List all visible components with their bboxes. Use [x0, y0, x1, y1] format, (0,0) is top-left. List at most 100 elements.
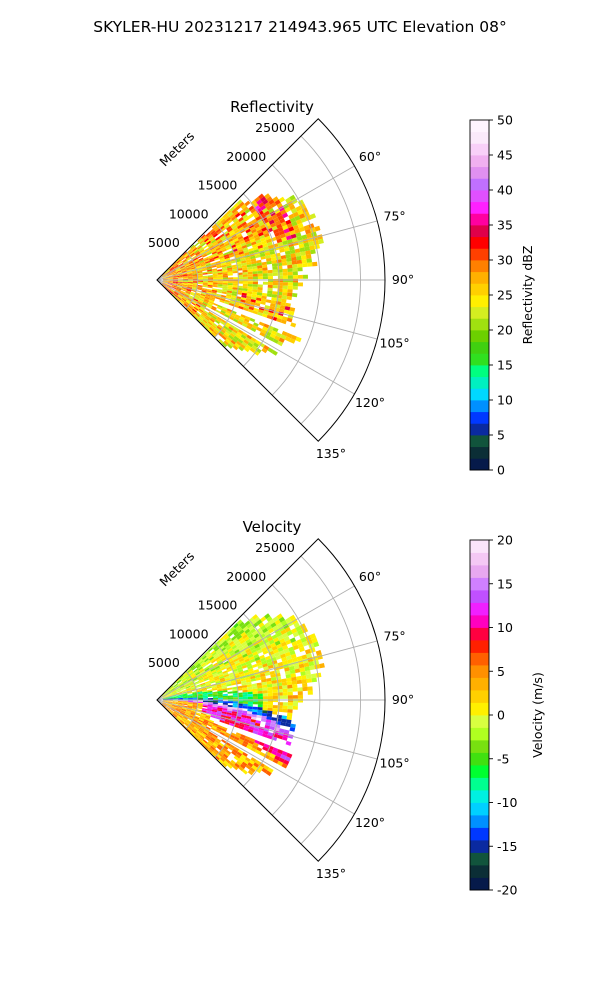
reflectivity-cell [174, 266, 180, 270]
reflectivity-cell [267, 276, 273, 279]
reflectivity-cell [177, 284, 183, 286]
reflectivity-cell [202, 319, 208, 324]
velocity-cell [285, 674, 292, 679]
reflectivity-cell [277, 340, 284, 347]
reflectivity-cell [301, 234, 308, 240]
velocity-cell [197, 702, 203, 705]
reflectivity-cell [261, 295, 267, 300]
velocity-cell [228, 746, 234, 751]
velocity-cell [217, 696, 223, 698]
reflectivity-cell [211, 249, 217, 254]
velocity-cell [255, 720, 261, 724]
reflectivity-cell [192, 281, 198, 283]
velocity-cell [247, 686, 253, 690]
reflectivity-cell [185, 266, 191, 270]
velocity-cell [190, 673, 196, 678]
velocity-cell [222, 726, 228, 731]
velocity-cell [232, 705, 238, 708]
velocity-cell [281, 715, 287, 720]
reflectivity-cell [185, 300, 191, 305]
velocity-cell [273, 648, 279, 654]
velocity-cell [172, 705, 177, 708]
reflectivity-cell [246, 221, 253, 227]
colorbar-segment [470, 702, 489, 716]
reflectivity-cell [165, 270, 171, 274]
reflectivity-cell [181, 268, 187, 272]
reflectivity-cell [179, 263, 184, 267]
velocity-cell [239, 756, 245, 762]
azimuth-tick-label: 105° [380, 756, 410, 771]
velocity-cell [197, 657, 202, 663]
velocity-cell [216, 650, 223, 655]
reflectivity-cell [162, 277, 168, 279]
velocity-cell [162, 702, 168, 705]
velocity-cell [167, 703, 172, 706]
velocity-cell [252, 614, 259, 620]
velocity-cell [212, 742, 218, 748]
reflectivity-cell [201, 290, 207, 293]
reflectivity-cell [192, 275, 198, 277]
velocity-cell [291, 641, 298, 647]
reflectivity-cell [182, 260, 188, 264]
reflectivity-cell [282, 285, 288, 290]
reflectivity-cell [246, 261, 252, 265]
reflectivity-cell [167, 277, 173, 279]
reflectivity-cell [166, 285, 171, 289]
reflectivity-cell [217, 281, 223, 283]
reflectivity-cell [188, 296, 194, 300]
velocity-cell [180, 711, 185, 715]
velocity-cell [177, 704, 183, 706]
reflectivity-cell [232, 235, 238, 241]
velocity-cell [300, 637, 307, 643]
reflectivity-cell [194, 295, 200, 299]
colorbar-tick-label: 5 [497, 428, 505, 443]
reflectivity-cell [212, 276, 218, 278]
velocity-cell [286, 752, 293, 759]
velocity-cell [264, 622, 271, 628]
reflectivity-cell [177, 277, 183, 279]
reflectivity-cell [267, 244, 274, 249]
reflectivity-cell [187, 287, 193, 289]
velocity-cell [240, 734, 246, 739]
velocity-cell [256, 712, 263, 716]
velocity-cell [280, 754, 287, 760]
reflectivity-cell [257, 287, 263, 291]
velocity-cell [190, 730, 196, 735]
velocity-cell [188, 716, 194, 720]
reflectivity-cell [211, 231, 217, 237]
velocity-cell [192, 706, 198, 709]
velocity-cell [199, 734, 205, 740]
colorbar-segment [470, 802, 489, 816]
velocity-cell [254, 643, 260, 649]
velocity-cell [232, 738, 239, 743]
velocity-cell [208, 665, 214, 669]
reflectivity-cell [237, 224, 243, 230]
velocity-cell [294, 668, 301, 674]
velocity-cell [194, 662, 200, 667]
velocity-cell [231, 711, 238, 715]
velocity-cell [227, 631, 234, 637]
reflectivity-cell [252, 265, 258, 270]
velocity-cell [182, 702, 188, 704]
velocity-cell [278, 757, 285, 763]
reflectivity-cell [166, 271, 171, 275]
velocity-cell [236, 681, 242, 685]
velocity-cell [222, 706, 228, 709]
velocity-cell [235, 718, 241, 722]
reflectivity-cell [195, 263, 201, 266]
reflectivity-cell [202, 271, 208, 274]
velocity-cell [205, 652, 211, 657]
reflectivity-cell [182, 281, 188, 283]
velocity-cell [231, 682, 237, 686]
colorbar-tick-label: 0 [497, 708, 505, 723]
velocity-cell [235, 716, 242, 720]
velocity-cell [181, 707, 187, 711]
velocity-cell [247, 694, 253, 697]
velocity-cell [177, 703, 183, 705]
velocity-cell [212, 706, 218, 709]
velocity-cell [187, 707, 193, 709]
reflectivity-cell [172, 262, 177, 267]
velocity-cell [239, 660, 246, 665]
velocity-cell [272, 686, 278, 690]
velocity-cell [243, 725, 250, 729]
